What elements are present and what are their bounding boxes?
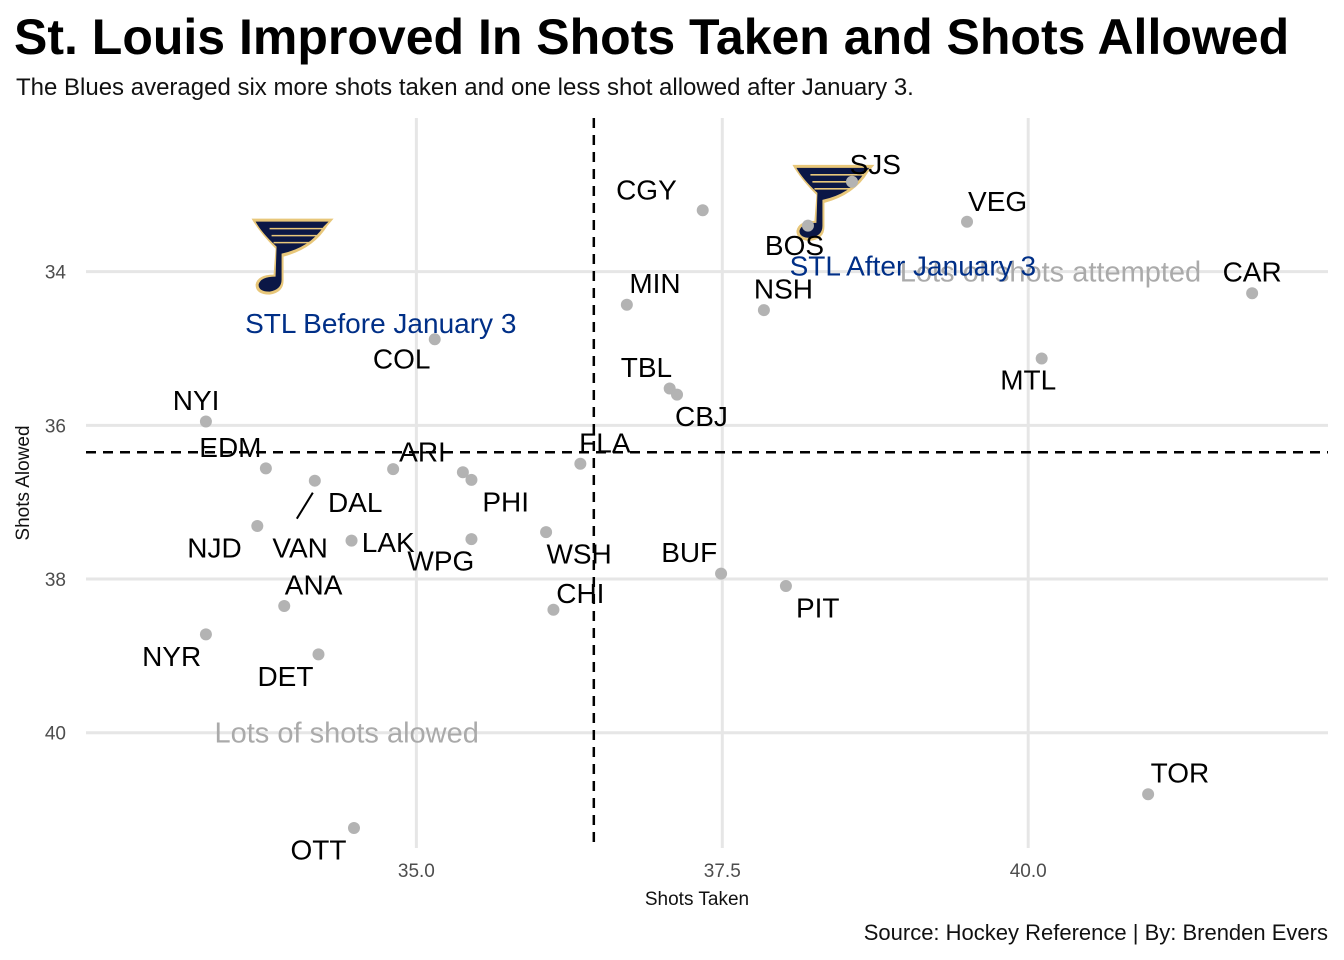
team-label-lak: LAK [362, 527, 415, 558]
axes: 35.0 37.5 40.0 34 36 38 40 Shots Taken Shots Alo… [13, 263, 1047, 910]
team-label-ott: OTT [290, 835, 346, 866]
point-cbj [671, 388, 684, 401]
team-label-ari: ARI [399, 436, 446, 467]
point-ott [347, 822, 360, 835]
point-phi [465, 473, 478, 486]
team-label-car: CAR [1223, 257, 1282, 288]
team-label-edm: EDM [199, 432, 261, 463]
team-label-veg: VEG [968, 186, 1027, 217]
team-label-mtl: MTL [1000, 364, 1056, 395]
team-label-nyr: NYR [142, 641, 201, 672]
y-tick-label: 36 [45, 416, 66, 437]
chart-subtitle: The Blues averaged six more shots taken … [16, 74, 914, 101]
point-nyi [199, 415, 212, 428]
team-label-sjs: SJS [850, 149, 901, 180]
team-label-buf: BUF [661, 537, 717, 568]
x-tick-label: 37.5 [704, 861, 741, 882]
team-label-wpg: WPG [407, 546, 474, 577]
point-mtl [1035, 352, 1048, 365]
quadrant-label: Lots of shots alowed [214, 718, 478, 750]
point-chi [547, 603, 560, 616]
y-axis-title: Shots Alowed [13, 425, 34, 540]
team-label-ana: ANA [285, 569, 343, 600]
team-label-pit: PIT [796, 592, 840, 623]
st-louis-blues-logo-before [251, 218, 334, 295]
team-label-col: COL [373, 344, 431, 375]
point-col [428, 333, 441, 346]
team-label-nyi: NYI [173, 385, 220, 416]
point-ana [278, 599, 291, 612]
team-label-phi: PHI [482, 486, 529, 517]
point-sjs [846, 175, 859, 188]
reference-lines [86, 118, 1328, 848]
x-axis-title: Shots Taken [645, 889, 749, 910]
point-det [312, 648, 325, 661]
team-label-njd: NJD [187, 533, 241, 564]
team-label-van: VAN [272, 533, 328, 564]
stl-annotation: STL After January 3 [790, 251, 1036, 282]
point-nsh [757, 304, 770, 317]
team-label-nsh: NSH [754, 274, 813, 305]
point-tor [1142, 788, 1155, 801]
y-tick-label: 38 [45, 570, 66, 591]
team-label-tbl: TBL [621, 352, 672, 383]
point-pit [779, 579, 792, 592]
point-veg [961, 215, 974, 228]
team-label-fla: FLA [579, 427, 631, 458]
x-tick-label: 35.0 [398, 861, 435, 882]
logo-fill [255, 221, 329, 292]
team-label-chi: CHI [556, 578, 604, 609]
x-tick-label: 40.0 [1010, 861, 1047, 882]
stl-annotation: STL Before January 3 [245, 308, 516, 339]
team-label-cbj: CBJ [675, 401, 728, 432]
quadrant-label: Lots of shots attempted [900, 257, 1201, 289]
point-car [1246, 287, 1259, 300]
team-label-wsh: WSH [546, 539, 611, 570]
point-dal [308, 474, 321, 487]
point-phi [456, 466, 469, 479]
point-wpg [465, 533, 478, 546]
team-label-dal: DAL [328, 487, 382, 518]
team-label-tor: TOR [1151, 758, 1210, 789]
point-buf [715, 567, 728, 580]
quadrant-labels: Lots of shots attempted Lots of shots alo… [214, 257, 1201, 750]
point-cgy [696, 204, 709, 217]
point-wsh [540, 526, 553, 539]
team-label-min: MIN [629, 268, 680, 299]
point-nyr [199, 628, 212, 641]
y-tick-label: 40 [45, 724, 66, 745]
point-bos [801, 219, 814, 232]
point-edm [259, 462, 272, 475]
grid-lines [86, 118, 1328, 848]
team-label-det: DET [257, 661, 313, 692]
chart-source: Source: Hockey Reference | By: Brenden E… [863, 920, 1328, 945]
data-points [199, 175, 1259, 835]
point-min [620, 298, 633, 311]
stl-annotations: STL Before January 3 STL After January 3 [245, 251, 1036, 340]
point-ari [387, 463, 400, 476]
point-fla [574, 457, 587, 470]
team-label-cgy: CGY [616, 174, 677, 205]
chart-title: St. Louis Improved In Shots Taken and Sh… [14, 9, 1290, 65]
van-leader-line [295, 492, 314, 520]
title-wrap: St. Louis Improved In Shots Taken and Sh… [0, 0, 1344, 70]
point-njd [251, 520, 264, 533]
y-tick-label: 34 [45, 263, 67, 284]
team-label-bos: BOS [765, 230, 824, 261]
point-lak [345, 534, 358, 547]
